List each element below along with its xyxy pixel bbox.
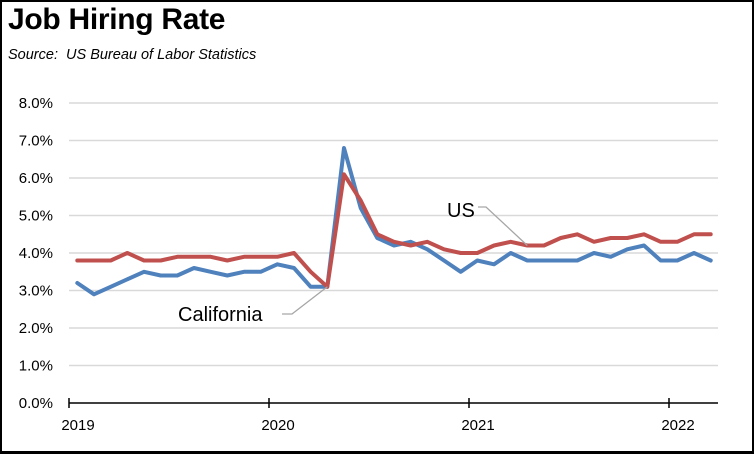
x-tick-label: 2022 bbox=[661, 417, 694, 434]
chart-subtitle: Source: US Bureau of Labor Statistics bbox=[8, 47, 257, 63]
y-tick-label: 0.0% bbox=[19, 395, 53, 412]
y-tick-label: 4.0% bbox=[19, 245, 53, 262]
y-tick-label: 3.0% bbox=[19, 283, 53, 300]
y-axis-tick-labels: 0.0% 1.0% 2.0% 3.0% 4.0% 5.0% 6.0% 7.0% 8.0% bbox=[19, 95, 53, 412]
gridlines bbox=[69, 102, 718, 367]
chart-title: Job Hiring Rate bbox=[8, 3, 226, 36]
y-tick-label: 5.0% bbox=[19, 208, 53, 225]
series-lines bbox=[75, 146, 713, 297]
x-tick-label: 2019 bbox=[61, 417, 94, 434]
y-tick-label: 2.0% bbox=[19, 320, 53, 337]
us-leader-line bbox=[478, 206, 528, 246]
series-line-us bbox=[75, 172, 713, 289]
us-annotation-label: US bbox=[447, 200, 475, 222]
x-tick-label: 2020 bbox=[261, 417, 294, 434]
california-annotation-label: California bbox=[178, 304, 263, 326]
annotations: US California bbox=[178, 200, 528, 326]
y-tick-label: 6.0% bbox=[19, 170, 53, 187]
y-tick-label: 8.0% bbox=[19, 95, 53, 112]
y-tick-label: 7.0% bbox=[19, 133, 53, 150]
x-axis: 2019 2020 2021 2022 bbox=[61, 398, 718, 434]
california-leader-line bbox=[282, 286, 328, 315]
series-line-california bbox=[75, 146, 713, 297]
x-tick-label: 2021 bbox=[461, 417, 494, 434]
y-tick-label: 1.0% bbox=[19, 358, 53, 375]
